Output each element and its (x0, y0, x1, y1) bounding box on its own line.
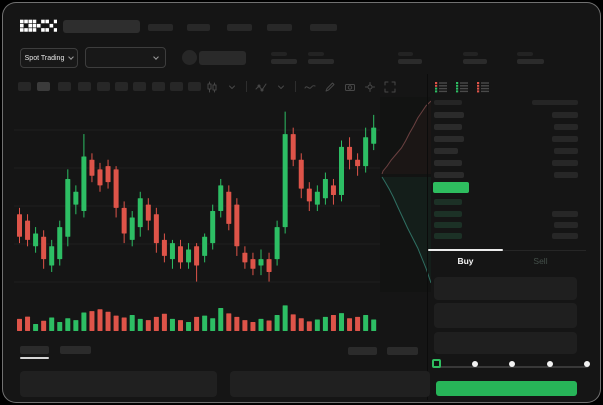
positions-panel-1 (230, 371, 430, 397)
price-placeholder (199, 51, 246, 65)
timeframe-pill[interactable] (152, 82, 165, 91)
slider-stop[interactable] (584, 361, 590, 367)
timeframe-pill[interactable] (133, 82, 146, 91)
ask-amount (552, 112, 578, 118)
positions-panel-0 (20, 371, 217, 397)
stat-label (308, 52, 324, 56)
bottom-tab[interactable] (60, 346, 91, 354)
toolbar-divider (246, 81, 247, 92)
camera-icon[interactable] (344, 81, 356, 93)
candles-icon[interactable] (206, 81, 218, 93)
chevron-down-icon (68, 54, 75, 60)
chevron-down-icon[interactable] (226, 81, 238, 93)
timeframe-pill[interactable] (115, 82, 128, 91)
orderbook-view-combined-icon[interactable] (434, 81, 448, 93)
volume-chart[interactable] (14, 294, 380, 332)
bid-amount (552, 233, 578, 239)
trade-mode-dropdown[interactable]: Spot Trading (20, 48, 78, 68)
line-tool-icon[interactable] (304, 81, 316, 93)
ask-amount (552, 136, 578, 142)
bid-price (434, 233, 462, 239)
orderbook-price-header (434, 100, 462, 105)
okx-logo[interactable] (20, 19, 57, 32)
slider-stop[interactable] (509, 361, 515, 367)
buy-tab-indicator (428, 249, 503, 251)
price-chart[interactable] (14, 98, 380, 292)
ask-amount (554, 148, 578, 154)
bottom-tab-indicator (20, 357, 49, 359)
depth-preview[interactable] (380, 97, 431, 292)
timeframe-pill[interactable] (97, 82, 110, 91)
buy-button[interactable] (436, 381, 577, 396)
draw-icon[interactable] (324, 81, 336, 93)
stat-label (517, 52, 533, 56)
stat-label (398, 52, 413, 56)
nav-item[interactable] (187, 24, 210, 31)
tab-sell[interactable]: Sell (533, 256, 548, 266)
timeframe-pill[interactable] (58, 82, 71, 91)
timeframe-pill[interactable] (188, 82, 201, 91)
toolbar-divider (295, 81, 296, 92)
tab-divider (428, 250, 586, 251)
slider-stop[interactable] (546, 361, 553, 367)
bid-price (434, 199, 462, 205)
slider-handle[interactable] (432, 359, 441, 368)
indicator-icon[interactable] (255, 81, 267, 93)
tab-buy[interactable]: Buy (457, 256, 474, 266)
ask-price (434, 124, 462, 130)
nav-item[interactable] (148, 24, 173, 31)
ask-price (434, 160, 462, 166)
ask-amount (554, 172, 578, 178)
stat-value (517, 59, 544, 64)
ask-price (434, 136, 464, 142)
chart-footer-toggle[interactable] (387, 347, 418, 355)
ask-price (434, 112, 464, 118)
chart-footer-toggle[interactable] (348, 347, 377, 355)
trade-input-0[interactable] (434, 277, 577, 300)
chart-tools (206, 80, 396, 93)
bid-price (434, 222, 462, 228)
timeframe-pill[interactable] (37, 82, 50, 91)
ask-price (434, 172, 464, 178)
pair-select-dropdown[interactable] (85, 47, 166, 68)
ask-price (434, 148, 458, 154)
bid-amount (552, 211, 578, 217)
panel-divider (427, 74, 428, 400)
stat-value (271, 59, 297, 64)
stat-label (271, 52, 287, 56)
bottom-tab[interactable] (20, 346, 49, 354)
slider-stop[interactable] (471, 361, 478, 367)
stat-value (463, 59, 487, 64)
bid-amount (554, 222, 578, 228)
trade-mode-label: Spot Trading (24, 54, 65, 62)
nav-item[interactable] (310, 24, 337, 31)
timeframe-pill[interactable] (18, 82, 31, 91)
ask-amount (552, 160, 578, 166)
stat-value (398, 59, 422, 64)
orderbook-view-bids-icon[interactable] (455, 81, 469, 93)
amount-slider-track[interactable] (437, 366, 588, 368)
nav-item[interactable] (227, 24, 252, 31)
fullscreen-icon[interactable] (384, 81, 396, 93)
global-search-input[interactable] (63, 20, 140, 33)
bid-price (434, 211, 462, 217)
orderbook-view-asks-icon[interactable] (476, 81, 490, 93)
nav-item[interactable] (267, 24, 292, 31)
orderbook-amount-header (532, 100, 578, 105)
settings-icon[interactable] (364, 81, 376, 93)
stat-value (308, 59, 334, 64)
orderbook-last-price[interactable] (433, 182, 469, 193)
stat-label (463, 52, 478, 56)
chevron-down-icon (153, 53, 159, 60)
trade-input-2[interactable] (434, 332, 577, 354)
timeframe-pill[interactable] (78, 82, 91, 91)
trade-input-1[interactable] (434, 303, 577, 328)
timeframe-pill[interactable] (170, 82, 183, 91)
pair-icon-avatar[interactable] (182, 50, 197, 65)
chevron-down-icon[interactable] (275, 81, 287, 93)
ask-amount (554, 124, 578, 130)
